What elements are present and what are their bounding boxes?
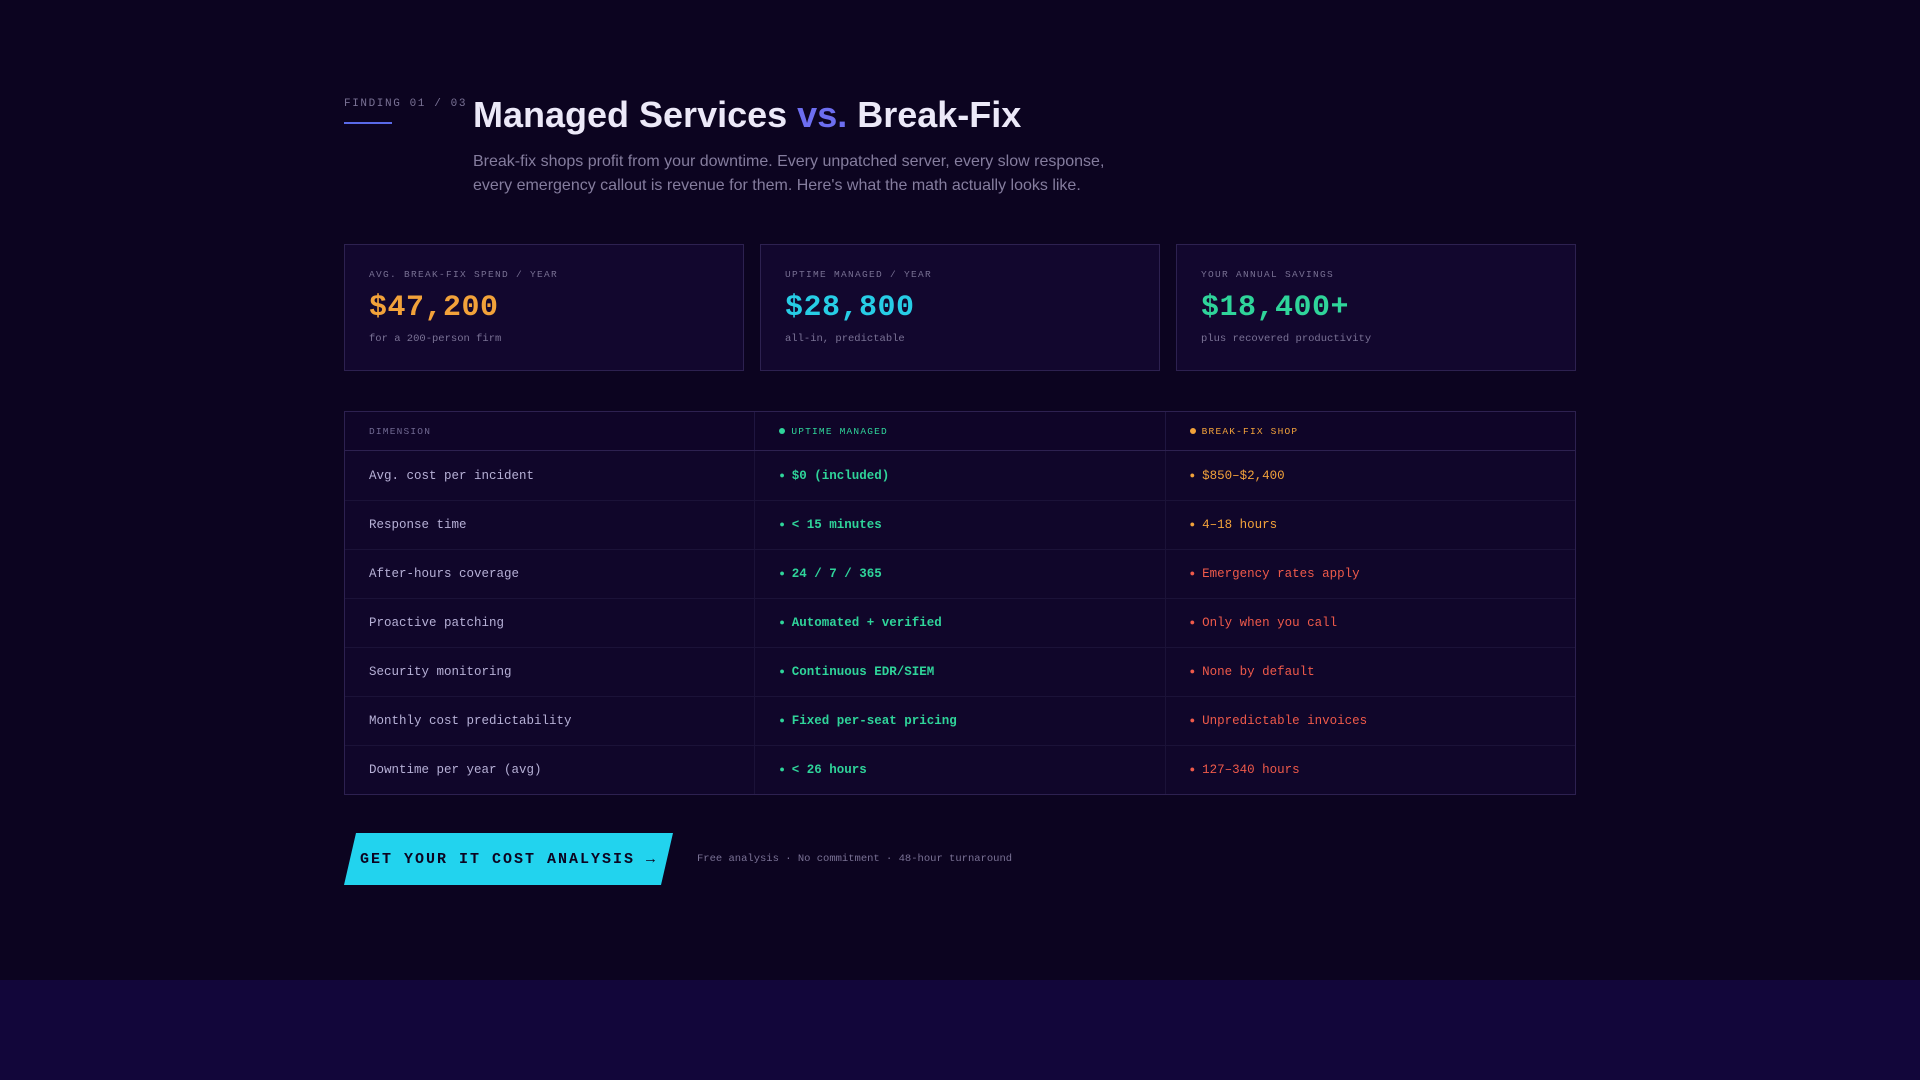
table-row: Response time ● < 15 minutes ● 4–18 hours (345, 500, 1575, 549)
cost-analysis-button[interactable]: GET YOUR IT COST ANALYSIS → (344, 833, 673, 885)
cell-managed-text: Continuous EDR/SIEM (791, 665, 935, 679)
bullet-icon: ● (779, 520, 785, 530)
bullet-icon: ● (1189, 470, 1196, 481)
stat-value: $47,200 (369, 291, 499, 325)
title-part-2: Break-Fix (847, 94, 1022, 135)
stat-card-breakfix-spend: AVG. BREAK-FIX SPEND / YEAR $47,200 for … (344, 244, 744, 371)
cell-breakfix-text: None by default (1202, 665, 1315, 679)
bullet-icon: ● (779, 569, 785, 579)
finding-underline (344, 122, 392, 124)
cell-managed-text: < 26 hours (791, 763, 867, 777)
cta-note: Free analysis · No commitment · 48-hour … (697, 853, 1013, 865)
cell-breakfix: ● Unpredictable invoices (1164, 697, 1575, 745)
title-vs: vs. (797, 94, 848, 135)
stat-cards: AVG. BREAK-FIX SPEND / YEAR $47,200 for … (344, 244, 1576, 371)
cell-breakfix: ● Only when you call (1164, 599, 1575, 647)
cell-managed: ● Fixed per-seat pricing (754, 697, 1164, 745)
cell-breakfix-text: Emergency rates apply (1202, 567, 1360, 581)
cell-managed-text: Automated + verified (791, 616, 942, 630)
cell-dimension: Proactive patching (369, 616, 505, 630)
cell-breakfix-text: Only when you call (1202, 616, 1338, 630)
heading-block: Managed Services vs. Break-Fix Break-fix… (473, 94, 1133, 198)
stat-label: YOUR ANNUAL SAVINGS (1201, 269, 1335, 280)
cell-managed: ● Continuous EDR/SIEM (754, 648, 1164, 696)
bullet-icon: ● (1189, 618, 1196, 628)
cell-managed: ● $0 (included) (754, 451, 1164, 500)
stat-label: AVG. BREAK-FIX SPEND / YEAR (369, 269, 559, 280)
cell-dimension: Response time (369, 518, 467, 532)
table-row: After-hours coverage ● 24 / 7 / 365 ● Emerge… (345, 549, 1575, 598)
stat-note: for a 200-person firm (369, 333, 502, 345)
bullet-icon: ● (779, 667, 785, 677)
title-part-1: Managed Services (473, 94, 798, 135)
cell-managed: ● < 15 minutes (754, 501, 1164, 549)
cell-breakfix-text: $850–$2,400 (1202, 468, 1285, 483)
cell-managed-text: < 15 minutes (791, 518, 882, 532)
bullet-icon: ● (1189, 716, 1196, 726)
cell-dimension: Downtime per year (avg) (369, 763, 542, 777)
orange-dot-icon (1189, 428, 1196, 434)
stat-note: all-in, predictable (785, 333, 905, 345)
page-title: Managed Services vs. Break-Fix (473, 94, 1133, 136)
bullet-icon: ● (779, 470, 785, 481)
cell-breakfix-text: 4–18 hours (1202, 518, 1278, 532)
cell-breakfix: ● $850–$2,400 (1164, 451, 1575, 500)
cell-managed-text: Fixed per-seat pricing (791, 714, 957, 728)
table-row: Proactive patching ● Automated + verified ●… (345, 598, 1575, 647)
cell-managed-text: 24 / 7 / 365 (791, 567, 882, 581)
stat-card-annual-savings: YOUR ANNUAL SAVINGS $18,400+ plus recove… (1176, 244, 1576, 371)
table-row: Downtime per year (avg) ● < 26 hours ● 127–3… (345, 745, 1575, 794)
finding-header: FINDING 01 / 03 Managed Services vs. Bre… (344, 94, 1576, 198)
cell-breakfix: ● 4–18 hours (1164, 501, 1575, 549)
column-header-managed-label: UPTIME MANAGED (791, 425, 888, 437)
column-header-breakfix-label: BREAK-FIX SHOP (1201, 425, 1299, 437)
stat-note: plus recovered productivity (1201, 333, 1372, 345)
cell-breakfix: ● 127–340 hours (1164, 746, 1575, 794)
cell-breakfix: ● Emergency rates apply (1164, 550, 1575, 598)
bullet-icon: ● (1189, 520, 1196, 530)
cell-breakfix-text: Unpredictable invoices (1202, 714, 1368, 728)
table-row: Security monitoring ● Continuous EDR/SIEM ●… (345, 647, 1575, 696)
cta-section: GET YOUR IT COST ANALYSIS → Free analysi… (344, 833, 1012, 885)
stat-value: $28,800 (785, 291, 915, 325)
stat-label: UPTIME MANAGED / YEAR (785, 269, 933, 280)
cell-dimension: Security monitoring (369, 665, 512, 679)
cell-managed: ● < 26 hours (754, 746, 1164, 794)
comparison-table: DIMENSION UPTIME MANAGED BREAK-FIX SHOP … (344, 411, 1576, 795)
cell-dimension: After-hours coverage (369, 567, 520, 581)
cell-breakfix-text: 127–340 hours (1202, 763, 1300, 777)
bullet-icon: ● (779, 765, 785, 775)
green-dot-icon (779, 428, 786, 434)
cell-dimension: Monthly cost predictability (369, 714, 572, 728)
table-row: Avg. cost per incident ● $0 (included) ● $85… (345, 451, 1575, 500)
finding-label: FINDING 01 / 03 (344, 98, 468, 110)
bullet-icon: ● (1189, 765, 1196, 775)
footer-band (0, 980, 1920, 1080)
column-header-breakfix: BREAK-FIX SHOP (1164, 412, 1575, 450)
cell-managed: ● 24 / 7 / 365 (754, 550, 1164, 598)
finding-indicator: FINDING 01 / 03 (344, 94, 473, 198)
column-header-managed: UPTIME MANAGED (754, 412, 1164, 450)
column-header-dimension: DIMENSION (369, 425, 432, 437)
bullet-icon: ● (1189, 569, 1196, 579)
bullet-icon: ● (779, 716, 785, 726)
cell-managed-text: $0 (included) (791, 468, 890, 483)
cell-dimension: Avg. cost per incident (369, 468, 535, 483)
stat-card-managed-cost: UPTIME MANAGED / YEAR $28,800 all-in, pr… (760, 244, 1160, 371)
table-body: Avg. cost per incident ● $0 (included) ● $85… (345, 451, 1575, 794)
bullet-icon: ● (779, 618, 785, 628)
table-header: DIMENSION UPTIME MANAGED BREAK-FIX SHOP (345, 412, 1575, 451)
cell-breakfix: ● None by default (1164, 648, 1575, 696)
table-row: Monthly cost predictability ● Fixed per-se… (345, 696, 1575, 745)
bullet-icon: ● (1189, 667, 1196, 677)
cell-managed: ● Automated + verified (754, 599, 1164, 647)
stat-value: $18,400+ (1201, 291, 1350, 325)
page-subtitle: Break-fix shops profit from your downtim… (473, 153, 1105, 194)
